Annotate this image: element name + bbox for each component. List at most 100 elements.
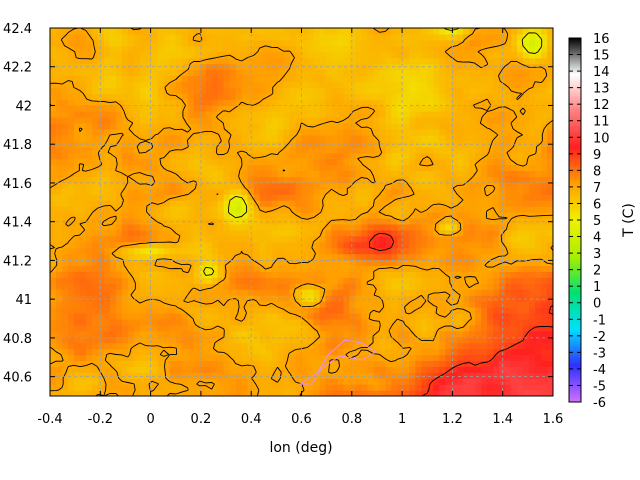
heat-cell bbox=[403, 360, 410, 367]
heat-cell bbox=[193, 223, 201, 231]
heat-cell bbox=[265, 253, 273, 261]
heat-cell bbox=[529, 212, 536, 219]
heat-cell bbox=[97, 378, 105, 385]
heat-cell bbox=[265, 176, 273, 183]
heat-cell bbox=[481, 134, 488, 142]
heat-cell bbox=[505, 87, 512, 94]
heat-cell bbox=[541, 295, 548, 302]
heat-cell bbox=[403, 366, 410, 373]
heat-cell bbox=[469, 57, 476, 65]
heat-cell bbox=[229, 99, 237, 106]
heat-cell bbox=[307, 318, 315, 326]
heat-cell bbox=[343, 200, 351, 207]
heat-cell bbox=[367, 235, 374, 243]
heat-cell bbox=[355, 324, 362, 332]
heat-cell bbox=[181, 105, 189, 112]
heat-cell bbox=[439, 146, 446, 154]
heat-cell bbox=[415, 312, 422, 320]
heat-cell bbox=[349, 93, 356, 100]
heat-cell bbox=[463, 301, 470, 308]
heat-cell bbox=[517, 81, 524, 88]
heat-cell bbox=[145, 122, 153, 130]
heat-cell bbox=[241, 39, 249, 47]
heat-cell bbox=[199, 170, 207, 177]
heat-cell bbox=[289, 212, 297, 219]
heat-cell bbox=[457, 229, 464, 237]
heat-cell bbox=[133, 277, 141, 284]
heat-cell bbox=[109, 111, 117, 118]
heat-cell bbox=[445, 93, 452, 100]
heat-cell bbox=[355, 301, 362, 308]
heat-cell bbox=[127, 289, 135, 296]
heat-cell bbox=[403, 164, 410, 172]
heat-cell bbox=[109, 128, 117, 136]
heat-cell bbox=[241, 194, 249, 201]
heat-cell bbox=[181, 93, 189, 100]
heat-cell bbox=[421, 182, 428, 189]
heat-cell bbox=[433, 111, 440, 118]
heat-cell bbox=[97, 235, 105, 243]
heat-cell bbox=[457, 75, 464, 83]
heat-cell bbox=[343, 57, 351, 65]
heat-cell bbox=[67, 212, 75, 219]
heat-cell bbox=[253, 45, 261, 53]
heat-cell bbox=[523, 223, 530, 231]
heat-cell bbox=[373, 217, 380, 225]
heat-cell bbox=[151, 134, 159, 142]
heat-cell bbox=[295, 235, 303, 243]
heat-cell bbox=[151, 105, 159, 112]
heat-cell bbox=[85, 45, 93, 53]
heat-cell bbox=[97, 63, 105, 71]
heat-cell bbox=[355, 217, 362, 225]
heat-cell bbox=[505, 164, 512, 172]
heat-cell bbox=[241, 354, 249, 361]
heat-cell bbox=[73, 390, 81, 396]
heat-cell bbox=[61, 188, 69, 195]
heat-cell bbox=[133, 265, 141, 272]
heat-cell bbox=[289, 390, 297, 396]
heat-cell bbox=[253, 229, 261, 237]
heat-cell bbox=[253, 75, 261, 83]
heat-cell bbox=[199, 51, 207, 59]
heat-cell bbox=[181, 324, 189, 332]
heat-cell bbox=[403, 182, 410, 189]
heat-cell bbox=[91, 372, 99, 379]
heat-cell bbox=[181, 348, 189, 356]
heat-cell bbox=[517, 348, 524, 356]
heat-cell bbox=[523, 241, 530, 249]
heat-cell bbox=[511, 122, 518, 130]
heat-cell bbox=[103, 229, 111, 237]
heat-cell bbox=[385, 384, 392, 391]
heat-cell bbox=[223, 206, 231, 213]
heat-cell bbox=[259, 348, 267, 356]
heat-cell bbox=[67, 39, 75, 47]
heat-cell bbox=[91, 105, 99, 112]
heat-cell bbox=[487, 247, 494, 255]
heat-cell bbox=[547, 200, 553, 207]
heat-cell bbox=[109, 354, 117, 361]
heat-cell bbox=[457, 81, 464, 88]
heat-cell bbox=[247, 330, 255, 338]
heat-cell bbox=[175, 217, 183, 225]
heat-cell bbox=[451, 146, 458, 154]
heat-cell bbox=[50, 271, 57, 278]
heat-cell bbox=[283, 194, 291, 201]
heat-cell bbox=[199, 247, 207, 255]
heat-cell bbox=[463, 87, 470, 94]
heat-cell bbox=[421, 295, 428, 302]
heat-cell bbox=[481, 312, 488, 320]
heat-cell bbox=[343, 111, 351, 118]
heat-cell bbox=[529, 372, 536, 379]
heat-cell bbox=[145, 259, 153, 267]
heat-cell bbox=[493, 128, 500, 136]
heat-cell bbox=[55, 271, 63, 278]
heat-cell bbox=[109, 318, 117, 326]
heat-cell bbox=[373, 235, 380, 243]
heat-cell bbox=[463, 378, 470, 385]
heat-cell bbox=[481, 324, 488, 332]
heat-cell bbox=[247, 51, 255, 59]
heat-cell bbox=[343, 128, 351, 136]
heat-cell bbox=[415, 158, 422, 166]
heat-cell bbox=[427, 390, 434, 396]
heat-cell bbox=[199, 212, 207, 219]
